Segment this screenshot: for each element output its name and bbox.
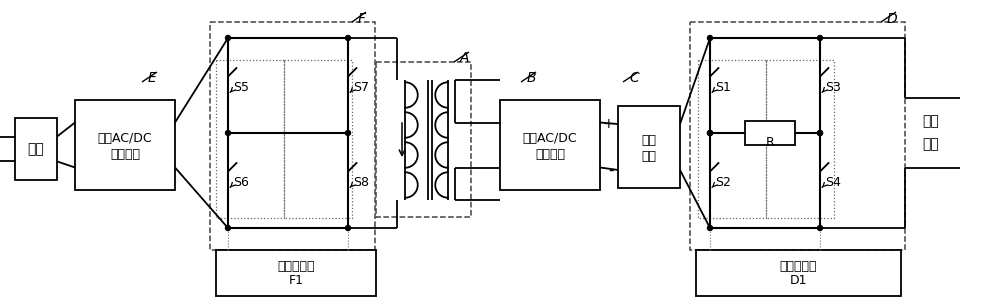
- Circle shape: [708, 131, 712, 136]
- Circle shape: [346, 225, 351, 230]
- Circle shape: [708, 131, 712, 136]
- Text: 转换电路: 转换电路: [110, 148, 140, 160]
- Text: D: D: [887, 12, 898, 26]
- Text: 第一AC/DC: 第一AC/DC: [523, 132, 577, 145]
- Text: S1: S1: [715, 81, 731, 94]
- Text: E: E: [148, 71, 157, 85]
- Text: +: +: [602, 117, 614, 131]
- Text: 储能: 储能: [642, 135, 656, 148]
- Bar: [75, 100, 175, 190]
- Circle shape: [708, 225, 712, 230]
- Bar: [284, 60, 352, 218]
- Text: F: F: [358, 12, 366, 26]
- Bar: [690, 22, 905, 250]
- Text: A: A: [460, 51, 470, 65]
- Bar: [376, 62, 471, 217]
- Circle shape: [818, 131, 822, 136]
- Text: R: R: [766, 136, 774, 149]
- Bar: [15, 118, 57, 180]
- Circle shape: [226, 35, 230, 40]
- Text: S8: S8: [353, 176, 369, 189]
- Text: S7: S7: [353, 81, 369, 94]
- Text: 第二控制器: 第二控制器: [277, 260, 315, 273]
- Circle shape: [818, 35, 822, 40]
- Text: C: C: [629, 71, 639, 85]
- Bar: [618, 106, 680, 188]
- Text: B: B: [527, 71, 536, 85]
- Text: S3: S3: [825, 81, 841, 94]
- Text: S2: S2: [715, 176, 731, 189]
- Bar: [216, 250, 376, 296]
- Text: S6: S6: [233, 176, 249, 189]
- Bar: [216, 60, 284, 218]
- Circle shape: [346, 131, 351, 136]
- Circle shape: [818, 225, 822, 230]
- Circle shape: [226, 131, 230, 136]
- Text: D1: D1: [790, 274, 807, 287]
- Circle shape: [346, 35, 351, 40]
- Text: 第一控制器: 第一控制器: [780, 260, 817, 273]
- Text: 脉冲
输出: 脉冲 输出: [922, 115, 939, 152]
- Text: -: -: [608, 162, 614, 177]
- Text: 电容: 电容: [642, 149, 656, 163]
- Circle shape: [818, 131, 822, 136]
- Circle shape: [708, 35, 712, 40]
- Text: 第二AC/DC: 第二AC/DC: [98, 132, 152, 145]
- Circle shape: [226, 225, 230, 230]
- Bar: [696, 250, 901, 296]
- Bar: [766, 60, 834, 218]
- Text: S4: S4: [825, 176, 841, 189]
- Text: F1: F1: [288, 274, 304, 287]
- Text: 电网: 电网: [28, 142, 44, 156]
- Text: S5: S5: [233, 81, 249, 94]
- Bar: [500, 100, 600, 190]
- Text: 转换电路: 转换电路: [535, 148, 565, 160]
- Bar: [210, 22, 375, 250]
- Bar: [745, 121, 795, 145]
- Bar: [698, 60, 766, 218]
